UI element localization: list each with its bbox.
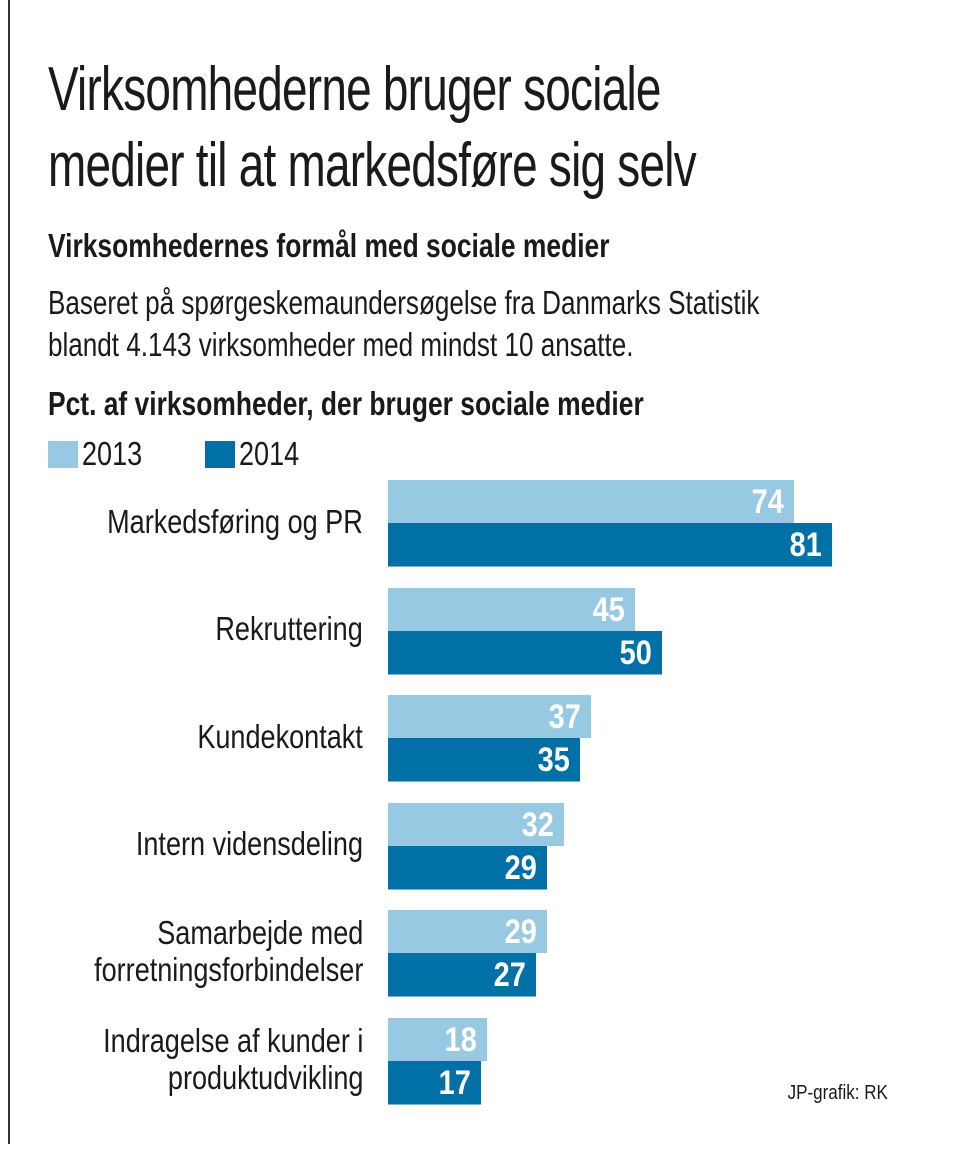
data-label-value: 81 [790,526,823,564]
data-label: 18 [439,1018,477,1062]
description-line-1: Baseret på spørgeskemaundersøgelse fra D… [48,284,760,321]
category-label-line: produktudvikling [167,1059,363,1096]
category-label: Markedsføring og PR [51,503,363,540]
bar-2014: 17 [388,1061,482,1105]
data-label: 74 [746,480,784,524]
legend-label-2014: 2014 [239,435,300,472]
bar-2013: 37 [388,695,591,739]
data-label: 81 [784,523,822,567]
subtitle-text: Virksomhedernes formål med sociale medie… [48,227,610,264]
data-label-value: 35 [537,741,570,780]
credit: JP-grafik: RK [770,1082,888,1105]
category-label-line: Rekruttering [215,610,363,648]
bar-2013: 32 [388,802,564,847]
category-label-line: Samarbejde med [156,914,363,952]
legend-item-2014: 2014 [205,434,312,474]
data-label-value: 29 [504,848,538,887]
data-label: 29 [499,910,537,954]
bar-2014: 81 [388,523,833,567]
category-label-line: Indragelse af kunder i [102,1022,363,1059]
category-label-line: Kundekontakt [197,717,363,755]
data-label-value: 32 [521,805,554,844]
data-label-value: 18 [444,1021,477,1059]
bar-2014: 50 [388,630,663,675]
data-label-value: 17 [439,1064,472,1102]
chart-subtitle: Virksomhedernes formål med sociale medie… [48,226,750,266]
bar-2014: 35 [388,738,580,783]
bar-2013: 18 [388,1018,487,1061]
data-label: 35 [532,738,570,782]
data-label-value: 74 [751,483,784,521]
bar-2013: 45 [388,587,635,632]
data-label: 45 [587,588,625,632]
bar-2014: 29 [388,845,548,890]
bar-2013: 29 [388,910,548,954]
data-label: 50 [614,631,652,675]
category-label-line: forretningsforbindelser [93,951,363,989]
frame-border [8,0,10,1144]
data-label: 17 [433,1061,471,1105]
chart-description: Baseret på spørgeskemaundersøgelse fra D… [48,282,949,366]
title-line-2: medier til at markedsføre sig selv [48,131,697,200]
data-label-value: 29 [504,913,538,952]
legend-label-2013: 2013 [82,435,143,472]
chart-title: Virksomhederne bruger sociale medier til… [48,52,924,204]
data-label-value: 27 [493,956,527,995]
legend-item-2013: 2013 [48,434,155,474]
title-line-1: Virksomhederne bruger sociale [48,55,661,124]
data-label: 32 [516,803,554,847]
description-line-2: blandt 4.143 virksomheder med mindst 10 … [48,326,634,363]
chart-unit-label: Pct. af virksomheder, der bruger sociale… [48,384,793,424]
data-label-value: 45 [592,590,625,629]
credit-text: JP-grafik: RK [787,1082,888,1104]
data-label: 29 [499,846,537,890]
data-label-value: 37 [548,698,581,737]
bar-2013: 74 [388,480,794,523]
category-label-line: Intern vidensdeling [135,825,363,863]
legend-swatch-2014 [205,440,235,468]
category-label-line: Markedsføring og PR [107,502,363,540]
legend-swatch-2013 [48,440,78,468]
category-label: Samarbejde med forretningsforbindelser [35,914,363,988]
data-label: 37 [543,695,581,739]
category-label: Indragelse af kunder i produktudvikling [46,1022,363,1096]
unit-label-text: Pct. af virksomheder, der bruger sociale… [48,385,644,422]
data-label: 27 [488,953,526,997]
category-label: Rekruttering [183,610,363,647]
bar-2014: 27 [388,953,537,998]
category-label: Intern vidensdeling [86,825,363,862]
data-label-value: 50 [620,633,653,672]
category-label: Kundekontakt [161,718,363,755]
